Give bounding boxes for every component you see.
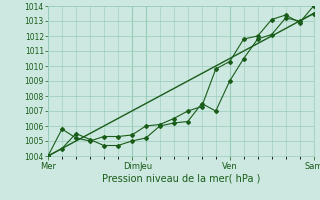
X-axis label: Pression niveau de la mer( hPa ): Pression niveau de la mer( hPa )	[102, 173, 260, 183]
